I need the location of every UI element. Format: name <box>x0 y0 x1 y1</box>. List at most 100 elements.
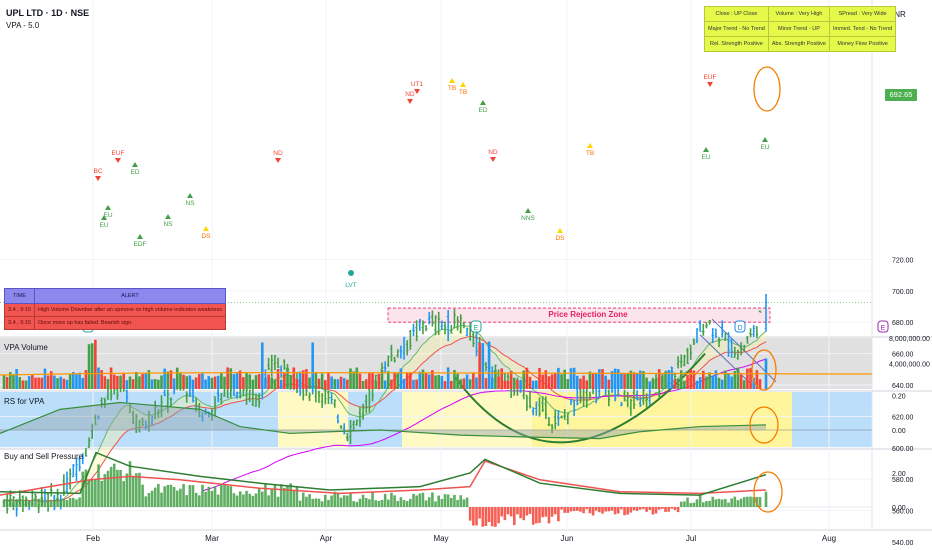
bsp-bar <box>686 497 689 507</box>
volume-bar <box>560 374 563 389</box>
volume-bar <box>588 371 592 389</box>
bsp-bar <box>24 499 28 507</box>
volume-bar <box>185 376 188 389</box>
bsp-bar <box>557 507 560 522</box>
signal-nd-label: ND <box>405 91 415 98</box>
volume-bar <box>119 376 122 389</box>
bsp-bar <box>62 498 66 507</box>
currency-label[interactable]: INR <box>892 10 906 19</box>
volume-bar <box>746 368 749 389</box>
volume-bar <box>223 376 226 389</box>
cup-pattern-curve <box>454 352 706 444</box>
signal-ed-marker <box>132 162 138 167</box>
x-label-aug: Aug <box>821 534 837 543</box>
bsp-bar <box>100 480 103 507</box>
volume-bar <box>125 380 129 389</box>
bsp-bar <box>500 507 503 517</box>
volume-bar <box>75 374 78 389</box>
volume-bar <box>730 376 733 389</box>
volume-bar <box>210 377 214 389</box>
bsp-bar <box>409 498 412 507</box>
bsp-bar <box>544 507 548 517</box>
rs-tick-label: 0.20 <box>892 394 906 401</box>
x-label-mar: Mar <box>205 534 219 543</box>
volume-bar <box>144 373 148 389</box>
status-abs-strength: Abs. Strength Positive <box>767 36 830 52</box>
bsp-bar <box>112 463 116 507</box>
volume-bar <box>257 374 261 389</box>
signal-eu-marker <box>703 147 709 152</box>
volume-pane-title: VPA Volume <box>4 343 48 352</box>
bsp-bar <box>75 499 78 507</box>
bsp-bar <box>396 500 400 507</box>
bsp-bar <box>78 497 81 507</box>
event-badge-label: E <box>474 325 479 332</box>
signal-nns-label: NNS <box>521 215 535 222</box>
bsp-bar <box>72 497 75 507</box>
bsp-bar <box>106 470 110 507</box>
bsp-bar <box>235 495 239 507</box>
volume-bar <box>324 380 327 389</box>
volume-bar <box>569 368 573 389</box>
signal-bc-label: BC <box>93 168 102 175</box>
bsp-bar <box>484 507 488 526</box>
bsp-bar <box>582 507 585 514</box>
signal-ds-label: DS <box>555 235 565 242</box>
ema-long-line <box>202 358 767 492</box>
bsp-bar <box>295 486 299 507</box>
status-major-trend: Major Trend - No Trend <box>704 21 769 37</box>
bsp-bar <box>377 500 381 507</box>
volume-bar <box>440 375 444 389</box>
volume-tick-label: 8,000,000.00 <box>889 336 930 343</box>
bsp-bar <box>27 500 31 507</box>
volume-bar <box>755 370 759 389</box>
volume-bar <box>387 371 390 389</box>
alert-time: 3.4 , 9:15 <box>4 316 35 330</box>
volume-bar <box>5 376 9 389</box>
bsp-bar <box>450 497 453 507</box>
bsp-bar <box>724 499 727 507</box>
volume-bar <box>270 377 274 389</box>
volume-bar <box>402 378 406 389</box>
bsp-bar <box>620 507 623 510</box>
bsp-bar <box>749 496 752 507</box>
volume-bar <box>172 378 176 389</box>
volume-bar <box>94 339 97 389</box>
volume-bar <box>683 380 686 389</box>
bsp-bar <box>664 507 667 512</box>
bsp-bar <box>135 473 138 507</box>
bsp-bar <box>201 484 204 507</box>
bsp-bar <box>698 495 702 507</box>
volume-bar <box>579 378 582 389</box>
bsp-bar <box>49 500 53 507</box>
bsp-bar <box>711 496 715 507</box>
volume-bar <box>434 375 437 389</box>
signal-nd-marker <box>275 158 281 163</box>
bsp-bar <box>525 507 529 516</box>
signal-eu-label: EU <box>701 154 710 161</box>
volume-bar <box>462 378 466 389</box>
bsp-bar <box>604 507 607 512</box>
bsp-bar <box>538 507 541 523</box>
status-spread: SPread : Very Wide <box>828 6 897 22</box>
signal-euf-label: EUF <box>704 74 717 81</box>
volume-bar <box>453 369 456 389</box>
volume-bar <box>528 376 532 389</box>
volume-bar <box>651 379 655 389</box>
bsp-bar <box>179 488 182 507</box>
volume-bar <box>664 372 667 389</box>
price-tick-label: 640.00 <box>892 383 914 390</box>
signal-tb-label: TB <box>586 150 594 157</box>
volume-bar <box>670 370 674 389</box>
volume-bar <box>446 367 450 389</box>
bsp-bar <box>157 483 160 507</box>
volume-bar <box>207 376 211 389</box>
bsp-bar <box>198 495 201 507</box>
bsp-bar <box>387 499 390 507</box>
volume-bar <box>487 341 491 389</box>
volume-bar <box>598 369 601 389</box>
bsp-bar <box>487 507 491 523</box>
signal-lvt-marker <box>348 270 354 276</box>
volume-bar <box>201 373 204 389</box>
